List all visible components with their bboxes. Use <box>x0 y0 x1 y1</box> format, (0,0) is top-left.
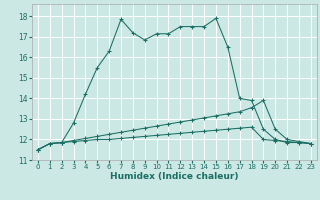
X-axis label: Humidex (Indice chaleur): Humidex (Indice chaleur) <box>110 172 239 181</box>
